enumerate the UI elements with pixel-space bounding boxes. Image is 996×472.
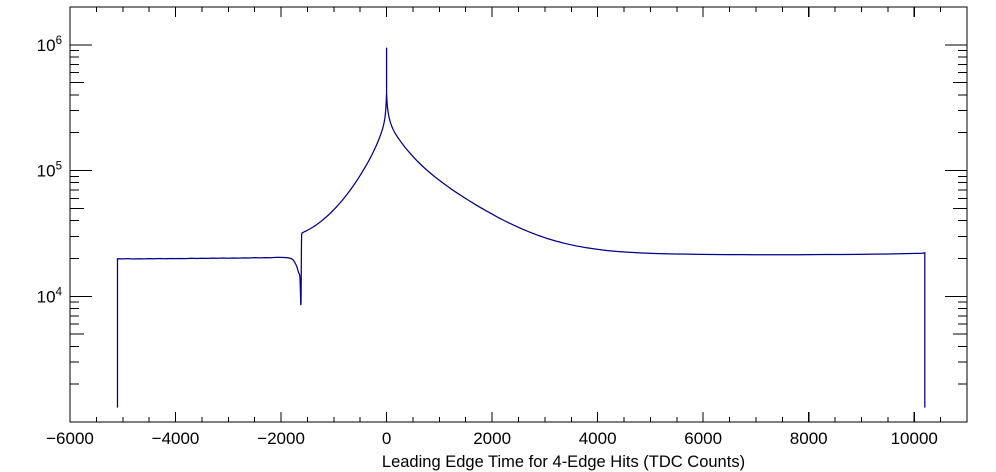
x-tick-label: 0 bbox=[382, 429, 391, 448]
x-tick-label: 6000 bbox=[684, 429, 722, 448]
y-tick-label: 104 bbox=[37, 286, 63, 306]
data-curve-leading-edge-time bbox=[116, 47, 926, 408]
x-tick-label: 8000 bbox=[790, 429, 828, 448]
x-tick-label: 2000 bbox=[473, 429, 511, 448]
x-tick-label: 4000 bbox=[579, 429, 617, 448]
y-tick-label: 106 bbox=[37, 35, 62, 55]
x-tick-label: 10000 bbox=[891, 429, 938, 448]
x-tick-label: −2000 bbox=[257, 429, 305, 448]
x-axis-title: Leading Edge Time for 4-Edge Hits (TDC C… bbox=[382, 453, 745, 471]
x-tick-label: −6000 bbox=[46, 429, 94, 448]
x-tick-label: −4000 bbox=[152, 429, 200, 448]
y-tick-label: 105 bbox=[37, 161, 62, 181]
plot-frame bbox=[69, 6, 968, 423]
